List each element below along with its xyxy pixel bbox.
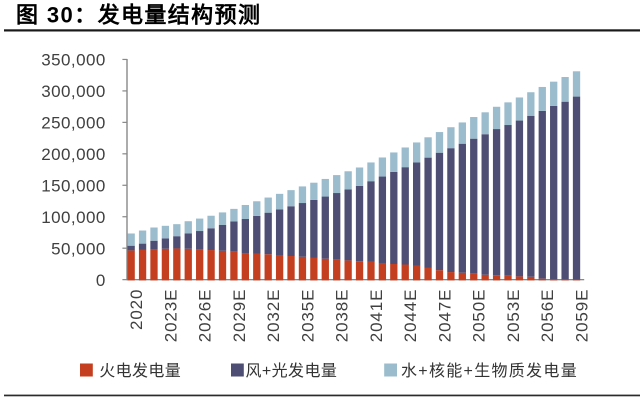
svg-text:200,000: 200,000 — [41, 145, 106, 164]
svg-text:2038E: 2038E — [333, 289, 352, 343]
svg-text:水+核能+生物质发电量: 水+核能+生物质发电量 — [401, 362, 578, 380]
svg-text:2032E: 2032E — [264, 289, 283, 343]
svg-text:2041E: 2041E — [367, 289, 386, 343]
svg-text:150,000: 150,000 — [41, 176, 106, 195]
svg-text:250,000: 250,000 — [41, 114, 106, 133]
svg-text:0: 0 — [96, 271, 106, 290]
svg-text:2053E: 2053E — [504, 289, 523, 343]
svg-text:350,000: 350,000 — [41, 51, 106, 70]
svg-text:2029E: 2029E — [230, 289, 249, 343]
svg-text:300,000: 300,000 — [41, 82, 106, 101]
svg-text:风+光发电量: 风+光发电量 — [246, 362, 338, 380]
svg-text:2044E: 2044E — [401, 289, 420, 343]
svg-text:2020: 2020 — [127, 289, 146, 330]
svg-text:2023E: 2023E — [161, 289, 180, 343]
svg-text:2059E: 2059E — [572, 289, 591, 343]
svg-text:2050E: 2050E — [470, 289, 489, 343]
svg-text:2056E: 2056E — [538, 289, 557, 343]
svg-text:图 30：发电量结构预测: 图 30：发电量结构预测 — [16, 3, 261, 28]
svg-text:50,000: 50,000 — [51, 239, 106, 258]
svg-text:2047E: 2047E — [435, 289, 454, 343]
svg-text:2035E: 2035E — [298, 289, 317, 343]
svg-text:2026E: 2026E — [196, 289, 215, 343]
svg-text:火电发电量: 火电发电量 — [99, 362, 181, 380]
svg-text:100,000: 100,000 — [41, 208, 106, 227]
